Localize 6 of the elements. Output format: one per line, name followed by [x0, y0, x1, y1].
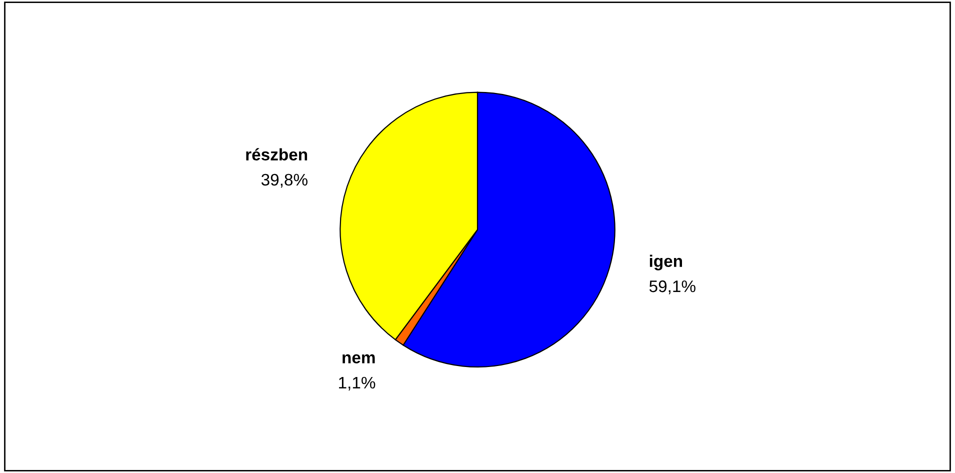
slice-label: igen — [650, 254, 682, 270]
slice-label: részben — [246, 148, 308, 160]
data-label: 59,1% — [649, 280, 696, 294]
data-label: 1,1% — [339, 376, 376, 391]
data-label: 39,8% — [261, 174, 308, 188]
slice-label: nem — [342, 354, 375, 364]
